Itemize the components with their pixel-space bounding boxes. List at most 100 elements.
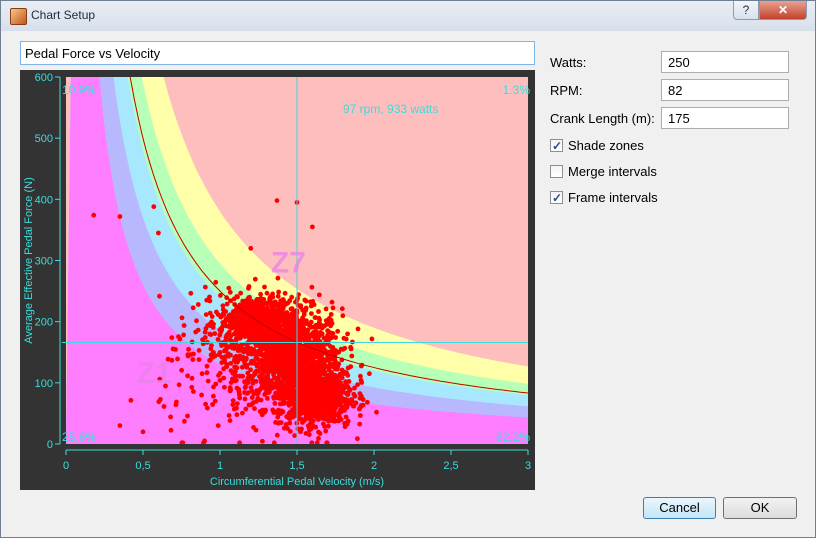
scatter-point	[317, 358, 323, 364]
scatter-point	[221, 375, 227, 381]
scatter-point	[231, 370, 237, 375]
scatter-point	[365, 399, 370, 405]
merge-intervals-box[interactable]: ✓	[550, 165, 563, 178]
scatter-point	[321, 421, 326, 427]
scatter-point	[210, 402, 216, 407]
ftp-power-curve	[129, 77, 528, 394]
title-bar[interactable]: Chart Setup ? ✕	[1, 1, 815, 31]
scatter-point	[207, 358, 213, 363]
scatter-point	[257, 329, 262, 335]
scatter-point	[288, 398, 293, 404]
scatter-point	[213, 279, 219, 285]
scatter-point	[313, 322, 319, 328]
scatter-point	[220, 307, 226, 312]
scatter-point	[259, 384, 265, 390]
cancel-button[interactable]: Cancel	[643, 497, 716, 519]
scatter-point	[326, 316, 332, 321]
scatter-point	[342, 408, 347, 413]
scatter-point	[266, 316, 272, 322]
scatter-point	[265, 373, 270, 379]
scatter-point	[278, 362, 284, 368]
scatter-point	[305, 423, 311, 429]
scatter-point	[238, 314, 244, 320]
watts-label: Watts:	[550, 55, 587, 70]
scatter-point	[304, 386, 310, 392]
scatter-point	[249, 335, 254, 341]
scatter-point	[269, 331, 275, 337]
scatter-point	[322, 371, 327, 377]
scatter-point	[310, 330, 316, 336]
scatter-point	[253, 352, 258, 358]
scatter-point	[367, 371, 372, 377]
scatter-point	[211, 393, 216, 399]
scatter-point	[234, 401, 240, 406]
scatter-point	[271, 440, 277, 444]
merge-intervals-label[interactable]: Merge intervals	[568, 164, 657, 179]
scatter-point	[279, 335, 285, 341]
scatter-point	[343, 414, 349, 420]
scatter-point	[246, 303, 251, 309]
scatter-point	[282, 352, 288, 358]
scatter-point	[329, 374, 334, 380]
scatter-point	[262, 284, 267, 290]
scatter-point	[237, 440, 242, 444]
scatter-point	[298, 319, 303, 324]
scatter-point	[305, 328, 311, 333]
ok-button[interactable]: OK	[723, 497, 797, 519]
watts-input[interactable]	[661, 51, 789, 73]
scatter-point	[248, 367, 253, 373]
scatter-point	[352, 385, 357, 391]
frame-intervals-box[interactable]: ✓	[550, 191, 563, 205]
scatter-point	[268, 298, 273, 304]
scatter-point	[221, 312, 227, 317]
scatter-point	[284, 368, 290, 374]
scatter-point	[358, 413, 363, 418]
chart-panel: Z7 Z1 97 rpm, 933 watts 10.9% 1.3% 25.6%…	[20, 70, 535, 490]
scatter-point	[227, 418, 233, 423]
scatter-point	[306, 377, 312, 383]
frame-intervals-label[interactable]: Frame intervals	[568, 190, 658, 205]
scatter-point	[334, 376, 340, 382]
scatter-point	[203, 401, 209, 407]
scatter-point	[316, 309, 321, 314]
help-button[interactable]: ?	[733, 1, 759, 20]
scatter-point	[117, 214, 123, 219]
scatter-point	[236, 318, 241, 324]
scatter-point	[316, 403, 321, 409]
scatter-point	[310, 422, 315, 428]
scatter-point	[341, 385, 347, 391]
scatter-point	[246, 285, 251, 291]
scatter-point	[217, 378, 223, 383]
scatter-point	[196, 357, 202, 362]
scatter-point	[231, 346, 237, 351]
scatter-point	[191, 351, 196, 357]
scatter-point	[286, 356, 291, 362]
shade-zones-label[interactable]: Shade zones	[568, 138, 644, 153]
chart-title-input[interactable]	[20, 41, 535, 65]
scatter-point	[326, 423, 331, 429]
scatter-point	[223, 335, 229, 340]
scatter-point	[256, 358, 262, 363]
scatter-point	[186, 346, 191, 352]
scatter-point	[316, 436, 321, 441]
scatter-point	[310, 402, 316, 408]
scatter-point	[348, 364, 354, 369]
scatter-point	[339, 306, 345, 312]
scatter-point	[319, 331, 325, 337]
scatter-point	[305, 332, 311, 337]
scatter-point	[190, 305, 196, 311]
crank-length-input[interactable]	[661, 107, 789, 129]
shade-zones-box[interactable]: ✓	[550, 139, 563, 153]
scatter-point	[335, 412, 340, 418]
x-axis-label: Circumferential Pedal Velocity (m/s)	[210, 476, 384, 488]
scatter-point	[227, 312, 232, 318]
scatter-point	[305, 360, 311, 366]
scatter-point	[202, 329, 208, 335]
scatter-point	[299, 426, 304, 432]
close-button[interactable]: ✕	[759, 1, 807, 20]
scatter-point	[309, 372, 315, 378]
scatter-point	[319, 325, 325, 331]
rpm-input[interactable]	[661, 79, 789, 101]
scatter-point	[287, 429, 293, 434]
